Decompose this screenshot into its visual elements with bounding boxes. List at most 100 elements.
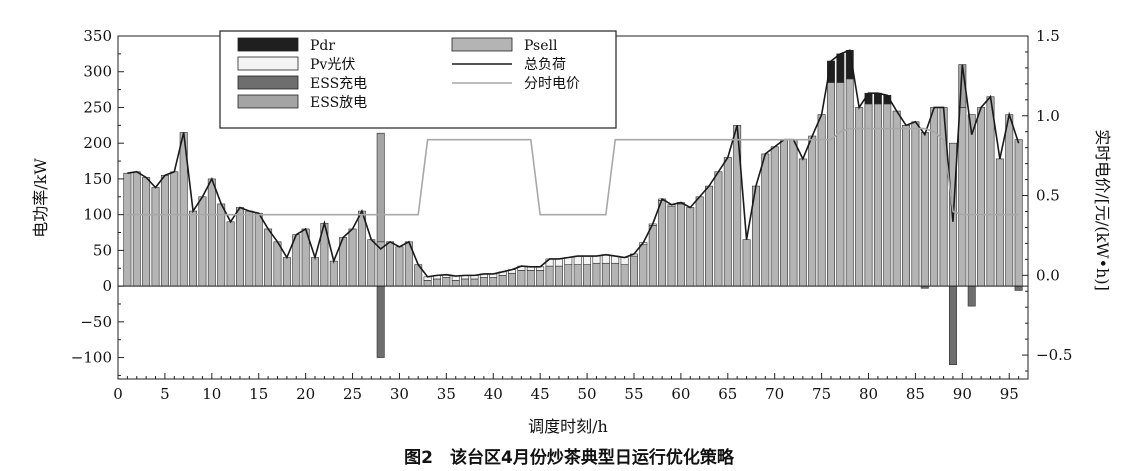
x-tick-label: 0 (113, 385, 123, 403)
bar-Pv光伏 (620, 257, 629, 265)
bar-Psell (189, 210, 198, 287)
bar-Psell (273, 241, 282, 287)
bar-Psell (554, 265, 563, 287)
x-tick-label: 50 (578, 385, 597, 403)
bar-Psell (207, 178, 216, 287)
bar-Psell (658, 200, 667, 287)
bar-Psell (995, 158, 1004, 287)
bar-Pv光伏 (592, 255, 601, 264)
bar-Psell (676, 203, 685, 287)
x-tick-label: 20 (296, 385, 315, 403)
bar-ESS充电 (967, 285, 976, 307)
bar-ESS放电 (376, 132, 385, 243)
bar-Psell (798, 158, 807, 287)
bar-Psell (695, 196, 704, 287)
bar-Psell (648, 225, 657, 287)
bar-Psell (282, 257, 291, 287)
y-left-tick-label: 150 (83, 170, 112, 188)
bar-Psell (977, 107, 986, 287)
x-tick-label: 35 (437, 385, 456, 403)
y-left-tick-label: 0 (102, 277, 112, 295)
bar-Psell (639, 244, 648, 287)
bar-Psell (170, 171, 179, 287)
line-tou-price (127, 127, 1019, 216)
x-tick-label: 90 (953, 385, 972, 403)
bar-Psell (198, 196, 207, 287)
bar-Psell (892, 110, 901, 287)
legend-label: 总负荷 (524, 57, 566, 73)
bar-ESS充电 (948, 285, 957, 366)
bar-Psell (151, 187, 160, 287)
bar-Psell (789, 139, 798, 287)
bar-Psell (967, 114, 976, 287)
bar-Psell (902, 125, 910, 287)
bar-Psell (245, 210, 254, 287)
bar-Psell (611, 262, 620, 287)
legend-swatch (237, 75, 299, 90)
bar-Psell (357, 210, 366, 287)
line-total-load (127, 49, 1020, 278)
x-tick-label: 10 (202, 385, 221, 403)
figure-caption: 图2 该台区4月份炒茶典型日运行优化策略 (404, 448, 734, 468)
axes: −100−50050100150200250300350−0.50.00.51.… (71, 27, 1073, 403)
bar-Pv光伏 (545, 258, 554, 267)
bar-Psell (836, 82, 845, 287)
bar-Psell (714, 171, 723, 287)
bar-Psell (667, 205, 676, 287)
y-right-tick-label: 0.5 (1036, 187, 1060, 205)
bar-Psell (705, 185, 713, 287)
bar-Psell (920, 132, 929, 287)
bar-Psell (470, 278, 479, 287)
legend-swatch (237, 37, 299, 52)
x-tick-label: 65 (718, 385, 737, 403)
bar-Psell (160, 175, 169, 287)
bar-Psell (236, 207, 244, 287)
bar-Psell (780, 139, 789, 287)
y-left-tick-label: 300 (83, 63, 112, 81)
legend-label: Pdr (310, 38, 335, 54)
y-left-tick-label: 100 (83, 206, 112, 224)
bar-Psell (686, 207, 695, 287)
bar-Psell (723, 157, 732, 287)
bar-Pv光伏 (554, 258, 563, 267)
x-tick-label: 15 (249, 385, 268, 403)
bar-Psell (123, 172, 132, 287)
bar-Psell (742, 239, 751, 287)
bar-Psell (311, 257, 319, 287)
bar-Pv光伏 (583, 255, 592, 265)
x-tick-label: 5 (160, 385, 170, 403)
bar-Psell (592, 262, 601, 287)
bar-Psell (451, 280, 460, 287)
bar-Psell (873, 103, 882, 287)
bar-Psell (770, 146, 779, 287)
legend-label: ESS放电 (310, 95, 367, 111)
bar-Psell (217, 203, 226, 287)
legend-swatch (451, 37, 513, 52)
bar-Pv光伏 (601, 254, 610, 264)
legend-label: ESS充电 (310, 76, 367, 92)
bar-Psell (329, 260, 338, 287)
bar-Psell (254, 212, 263, 287)
bar-Psell (526, 270, 535, 287)
line-layer (127, 49, 1020, 278)
bar-Pv光伏 (573, 255, 582, 265)
x-tick-label: 80 (859, 385, 878, 403)
y-right-tick-label: 1.0 (1036, 107, 1060, 125)
x-tick-label: 85 (906, 385, 925, 403)
bar-Psell (573, 264, 582, 287)
y-left-tick-label: −50 (80, 313, 112, 331)
legend-label: 分时电价 (524, 76, 580, 92)
legend-label: Psell (524, 38, 558, 54)
bar-Psell (855, 107, 864, 287)
bar-Psell (132, 171, 141, 287)
bar-Psell (545, 265, 554, 287)
x-tick-label: 70 (765, 385, 784, 403)
bar-Psell (264, 228, 273, 287)
bar-Psell (845, 78, 854, 287)
x-tick-label: 30 (390, 385, 409, 403)
bar-Psell (883, 103, 892, 287)
bar-Psell (1014, 139, 1023, 287)
x-tick-label: 25 (343, 385, 362, 403)
